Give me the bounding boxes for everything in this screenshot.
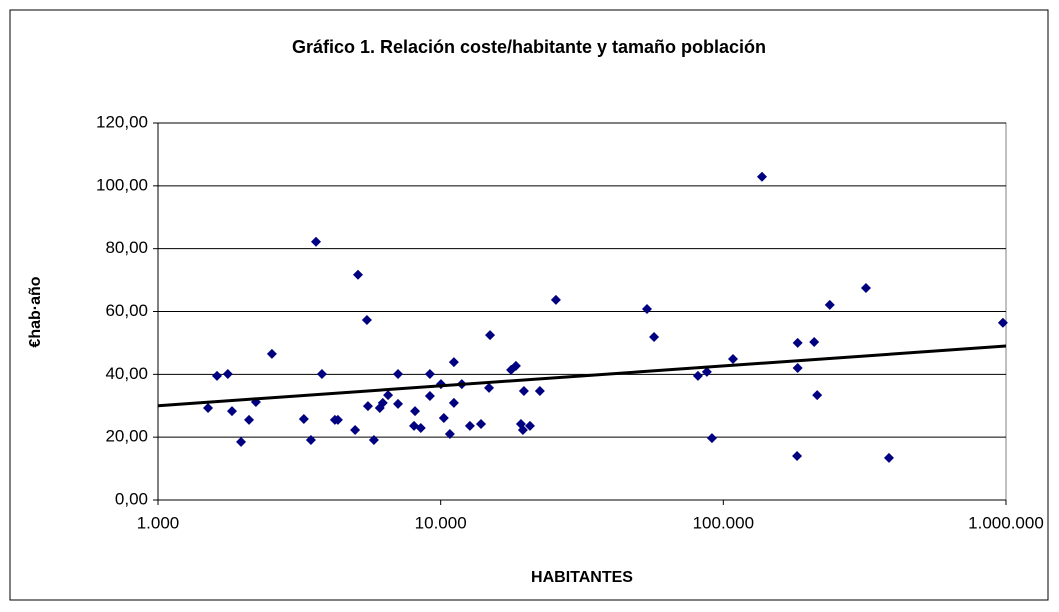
data-point bbox=[410, 406, 421, 417]
data-point bbox=[824, 299, 835, 310]
data-point bbox=[353, 269, 364, 280]
trendline bbox=[157, 344, 1007, 408]
data-point bbox=[997, 317, 1008, 328]
data-point bbox=[792, 337, 803, 348]
data-point bbox=[222, 369, 233, 380]
x-tick-label: 100.000 bbox=[693, 513, 754, 532]
data-point bbox=[642, 303, 653, 314]
data-point bbox=[444, 429, 455, 440]
data-point bbox=[203, 402, 214, 413]
data-point bbox=[424, 391, 435, 402]
data-point bbox=[448, 357, 459, 368]
data-point bbox=[377, 397, 388, 408]
y-tick-label: 100,00 bbox=[96, 175, 148, 194]
data-point bbox=[518, 385, 529, 396]
y-tick-label: 40,00 bbox=[105, 364, 148, 383]
y-tick-label: 80,00 bbox=[105, 238, 148, 257]
data-point bbox=[484, 382, 495, 393]
data-point bbox=[860, 282, 871, 293]
data-point bbox=[211, 370, 222, 381]
data-point bbox=[310, 236, 321, 247]
data-point bbox=[368, 434, 379, 445]
data-point bbox=[534, 385, 545, 396]
data-point bbox=[464, 420, 475, 431]
data-point bbox=[305, 434, 316, 445]
x-axis-title: HABITANTES bbox=[531, 569, 633, 586]
data-point bbox=[226, 406, 237, 417]
data-point bbox=[517, 424, 528, 435]
y-tick-label: 20,00 bbox=[105, 427, 148, 446]
data-point bbox=[812, 390, 823, 401]
data-point bbox=[792, 363, 803, 374]
x-tick-label: 1.000.000 bbox=[968, 513, 1044, 532]
data-point bbox=[883, 452, 894, 463]
y-tick-label: 0,00 bbox=[115, 489, 148, 508]
data-point bbox=[383, 390, 394, 401]
data-point bbox=[424, 369, 435, 380]
data-point bbox=[438, 413, 449, 424]
data-point bbox=[485, 330, 496, 341]
data-point bbox=[244, 414, 255, 425]
data-point bbox=[510, 360, 521, 371]
data-point bbox=[550, 294, 561, 305]
data-point bbox=[316, 369, 327, 380]
data-point bbox=[266, 348, 277, 359]
data-point bbox=[706, 433, 717, 444]
data-point bbox=[756, 171, 767, 182]
y-tick-label: 120,00 bbox=[96, 112, 148, 131]
x-tick-label: 10.000 bbox=[415, 513, 467, 532]
data-point bbox=[692, 370, 703, 381]
data-point bbox=[792, 451, 803, 462]
data-point bbox=[298, 413, 309, 424]
data-point bbox=[393, 369, 404, 380]
data-point bbox=[809, 336, 820, 347]
data-point bbox=[448, 397, 459, 408]
data-point bbox=[649, 331, 660, 342]
x-tick-label: 1.000 bbox=[137, 513, 180, 532]
y-tick-label: 60,00 bbox=[105, 301, 148, 320]
data-point bbox=[362, 401, 373, 412]
data-point bbox=[415, 423, 426, 434]
y-axis-title: €hab·año bbox=[27, 276, 44, 347]
data-point bbox=[236, 436, 247, 447]
data-point bbox=[332, 414, 343, 425]
data-point bbox=[701, 366, 712, 377]
data-point bbox=[728, 353, 739, 364]
data-point bbox=[476, 418, 487, 429]
data-point bbox=[350, 424, 361, 435]
data-point bbox=[524, 420, 535, 431]
data-point bbox=[361, 314, 372, 325]
chart-title: Gráfico 1. Relación coste/habitante y ta… bbox=[292, 37, 766, 57]
data-point bbox=[393, 398, 404, 409]
